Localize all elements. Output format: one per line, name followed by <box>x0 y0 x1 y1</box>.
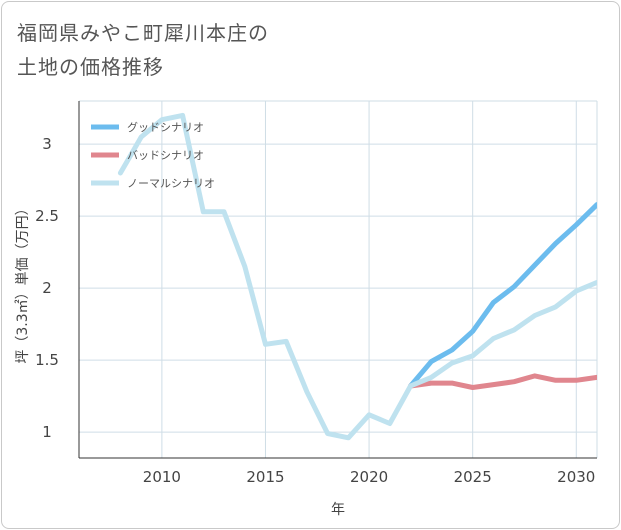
chart-title-line-1: 福岡県みやこ町犀川本庄の <box>17 21 269 45</box>
y-tick-label-2: 2 <box>42 279 52 297</box>
x-tick-label-2030: 2030 <box>557 468 595 486</box>
tick-labels: 2010 2015 2020 2025 2030 1 1.5 2 2.5 3 <box>35 135 595 486</box>
series-line-good <box>408 202 597 389</box>
chart-title: 福岡県みやこ町犀川本庄の 土地の価格推移 <box>17 16 269 84</box>
legend-label-bad: バッドシナリオ <box>127 149 204 162</box>
y-tick-label-3: 3 <box>42 135 52 153</box>
x-tick-label-2010: 2010 <box>143 468 181 486</box>
chart-title-line-2: 土地の価格推移 <box>17 55 164 79</box>
series-line-normal <box>117 112 597 441</box>
x-tick-label-2020: 2020 <box>350 468 388 486</box>
axes <box>78 100 598 459</box>
y-tick-label-1: 1 <box>42 423 52 441</box>
legend-label-normal: ノーマルシナリオ <box>127 177 215 190</box>
y-tick-label-2.5: 2.5 <box>35 207 59 225</box>
x-tick-label-2025: 2025 <box>454 468 492 486</box>
y-axis-title: 坪（3.3㎡）単価（万円） <box>15 201 31 363</box>
y-tick-label-1.5: 1.5 <box>35 351 59 369</box>
series-lines <box>117 112 597 441</box>
series-line-bad <box>408 373 597 390</box>
x-tick-label-2015: 2015 <box>246 468 284 486</box>
legend-label-good: グッドシナリオ <box>127 120 204 134</box>
x-axis-title: 年 <box>331 502 345 518</box>
